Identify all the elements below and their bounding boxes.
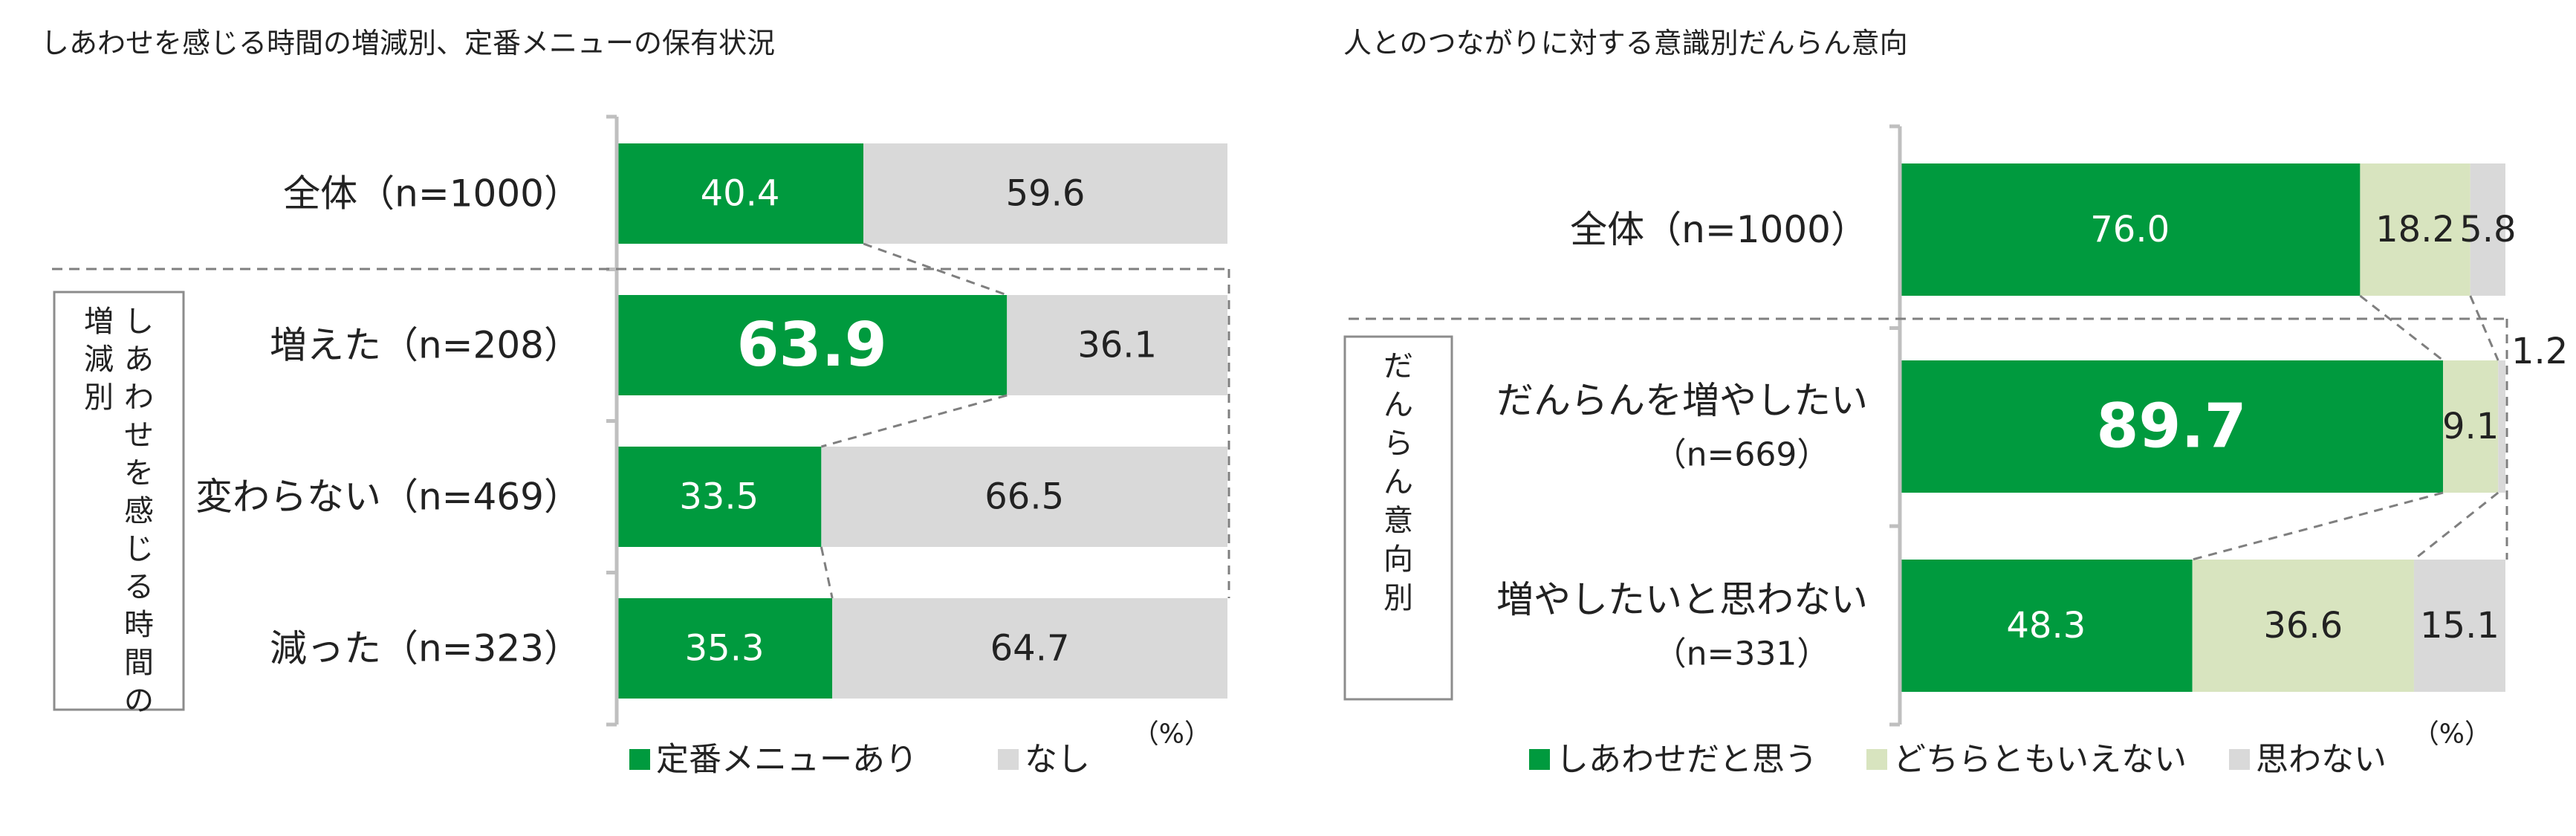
connector-line (2192, 491, 2444, 561)
bar-segment (617, 447, 822, 547)
category-label: 増やしたいと思わない (1496, 578, 1868, 621)
group-label-char: ん (1383, 388, 1413, 422)
data-label: 66.5 (984, 476, 1064, 518)
group-label-box (1343, 335, 1453, 701)
legend-swatch (629, 749, 650, 770)
group-label-char: 時 (124, 608, 154, 642)
data-label: 64.7 (990, 628, 1070, 670)
data-label-highlight: 63.9 (736, 310, 886, 380)
legend-label: どちらともいえない (1893, 741, 2187, 779)
group-label-char: 間 (124, 646, 154, 680)
legend-swatch (2229, 749, 2250, 770)
category-label-n: （n=669） (1654, 436, 1830, 474)
data-label: 15.1 (2420, 605, 2499, 647)
group-label-char: る (124, 570, 154, 604)
group-label-box (53, 291, 185, 711)
category-label: 変わらない（n=469） (195, 476, 581, 519)
group-label-char: ら (1383, 427, 1413, 461)
category-label: 全体（n=1000） (1570, 208, 1868, 251)
connector-line (820, 394, 1008, 448)
group-label-char: 別 (84, 380, 114, 415)
group-label-char: 減 (84, 343, 114, 377)
connector-line (820, 546, 834, 599)
group-label-char: の (124, 684, 154, 718)
connector-line (863, 242, 1008, 297)
bar-segment (2413, 560, 2505, 692)
group-label-char: ん (1383, 465, 1413, 499)
bar-segment (617, 295, 1008, 395)
data-label: 5.8 (2459, 209, 2516, 250)
bar-segment (1900, 560, 2193, 692)
group-label-char: を (124, 456, 154, 490)
data-label: 33.5 (679, 476, 759, 518)
group-label-char: 増 (84, 305, 114, 339)
legend-swatch (1866, 749, 1887, 770)
bar-segment (1900, 360, 2444, 493)
group-label-char: 意 (1383, 504, 1413, 538)
data-label: 18.2 (2375, 209, 2455, 250)
bar-segment (2443, 360, 2499, 493)
bar-segment (821, 447, 1227, 547)
bar-segment (1900, 163, 2361, 296)
legend-label: 思わない (2256, 741, 2387, 779)
legend-swatch (1529, 749, 1550, 770)
data-label: 40.4 (701, 173, 780, 215)
legend-swatch (998, 749, 1019, 770)
bar-segment (2470, 163, 2505, 296)
data-label: 1.2 (2511, 331, 2568, 372)
category-label: 全体（n=1000） (283, 172, 581, 216)
data-label: 35.3 (685, 628, 765, 670)
group-label-char: わ (124, 380, 154, 415)
bar-segment (2498, 360, 2505, 493)
data-label: 36.6 (2263, 605, 2343, 647)
data-label: 9.1 (2442, 406, 2499, 447)
data-label: 76.0 (2090, 209, 2170, 250)
bar-segment (2360, 163, 2470, 296)
group-label-char: じ (124, 532, 154, 566)
connector-line (2359, 294, 2444, 362)
group-label-char: だ (1383, 349, 1413, 383)
bar-segment (2192, 560, 2414, 692)
bar-segment (617, 598, 833, 699)
group-label-char: 向 (1383, 542, 1413, 577)
legend-label: 定番メニューあり (656, 741, 918, 779)
category-label: 増えた（n=208） (270, 324, 581, 367)
data-label-highlight: 89.7 (2096, 392, 2246, 462)
unit-label: （%） (2413, 719, 2491, 750)
bar-segment (863, 143, 1227, 244)
category-label-n: （n=331） (1654, 635, 1830, 673)
unit-label: （%） (1132, 719, 1211, 750)
group-label-char: せ (124, 418, 154, 453)
data-label: 59.6 (1006, 173, 1086, 215)
data-label: 36.1 (1077, 325, 1157, 366)
connector-line (2413, 491, 2499, 561)
category-label: 減った（n=323） (270, 627, 581, 670)
group-label-char: し (124, 305, 154, 339)
chart-title: 人とのつながりに対する意識別だんらん意向 (1343, 27, 1908, 59)
group-label-char: あ (124, 343, 154, 377)
bar-segment (617, 143, 864, 244)
bar-segment (1007, 295, 1227, 395)
bar-segment (832, 598, 1227, 699)
category-label: だんらんを増やしたい (1496, 379, 1868, 422)
group-label-char: 感 (124, 494, 154, 528)
chart-title: しあわせを感じる時間の増減別、定番メニューの保有状況 (41, 27, 775, 59)
group-label-char: 別 (1383, 581, 1413, 615)
legend-label: なし (1025, 741, 1090, 779)
connector-line (2469, 295, 2499, 361)
data-label: 48.3 (2006, 605, 2086, 647)
legend-label: しあわせだと思う (1556, 741, 1817, 779)
